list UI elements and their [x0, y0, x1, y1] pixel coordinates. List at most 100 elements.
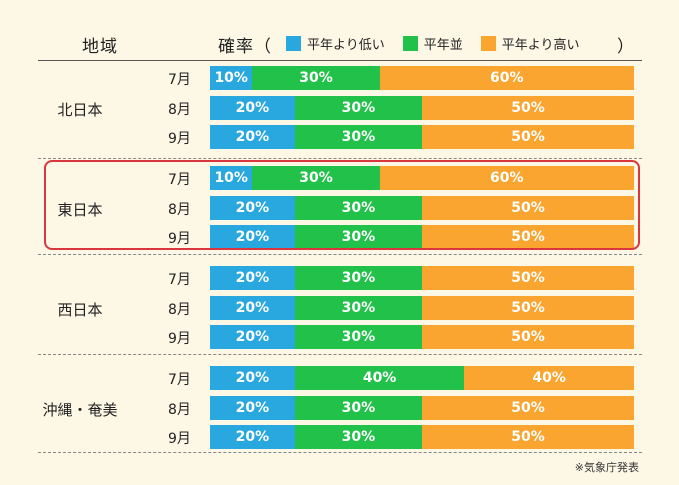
bar-segment-normal: 30% — [294, 295, 422, 320]
bar-segment-normal: 30% — [294, 95, 422, 120]
probability-header-close: ） — [617, 37, 635, 57]
bar-segment-above-normal: 50% — [422, 95, 634, 120]
month-label: 7月 — [168, 272, 191, 288]
bar-value-label: 30% — [299, 70, 333, 86]
highlight-box — [44, 160, 640, 250]
bar-segment-normal: 30% — [294, 125, 422, 149]
month-label: 8月 — [168, 101, 191, 118]
region-label: 西日本 — [57, 300, 103, 319]
bar-segment-above-normal: 50% — [422, 425, 634, 449]
bar-value-label: 60% — [490, 170, 524, 186]
bar-segment-normal: 30% — [294, 425, 422, 449]
bar-value-label: 30% — [341, 229, 376, 245]
bar-value-label: 50% — [511, 299, 545, 316]
legend-item: 平年より高い — [480, 34, 580, 53]
bar-value-label: 50% — [511, 199, 545, 216]
bar-segment-below-normal: 20% — [210, 125, 295, 149]
bar-segment-below-normal: 10% — [210, 66, 253, 90]
group-divider — [38, 158, 642, 159]
month-label: 8月 — [168, 301, 191, 318]
bar-value-label: 50% — [511, 229, 545, 245]
bar-value-label: 20% — [235, 229, 270, 245]
bar-segment-normal: 30% — [252, 66, 380, 90]
bar-value-label: 40% — [532, 370, 566, 386]
bar-segment-below-normal: 20% — [210, 366, 295, 390]
bar-segment-normal: 30% — [252, 166, 380, 190]
month-label: 9月 — [168, 431, 191, 447]
month-label: 7月 — [168, 172, 191, 188]
month-label: 8月 — [168, 201, 191, 218]
month-label: 8月 — [168, 401, 191, 418]
bar-segment-below-normal: 10% — [210, 166, 253, 190]
bar-segment-below-normal: 20% — [210, 325, 295, 349]
group-divider — [38, 452, 642, 453]
bar-segment-below-normal: 20% — [210, 95, 295, 120]
legend-item: 平年並 — [402, 34, 463, 53]
bar-value-label: 30% — [341, 270, 376, 286]
bar-value-label: 60% — [490, 70, 524, 86]
bar-segment-below-normal: 20% — [210, 425, 295, 449]
bar-segment-above-normal: 50% — [422, 295, 634, 320]
region-label: 東日本 — [57, 200, 103, 219]
bar-segment-above-normal: 60% — [379, 66, 634, 90]
group-divider — [38, 354, 642, 355]
bar-value-label: 30% — [341, 399, 376, 416]
bar-segment-below-normal: 20% — [210, 195, 295, 220]
bar-segment-below-normal: 20% — [210, 295, 295, 320]
bar-value-label: 50% — [511, 99, 545, 116]
legend-swatch — [402, 36, 418, 51]
header-divider — [38, 60, 642, 61]
bar-segment-above-normal: 50% — [422, 225, 634, 249]
bar-segment-above-normal: 50% — [422, 266, 634, 290]
bar-value-label: 20% — [235, 370, 270, 386]
bar-value-label: 20% — [235, 399, 270, 416]
legend-item: 平年より低い — [286, 34, 385, 53]
bar-value-label: 10% — [214, 70, 248, 86]
group-divider — [38, 254, 642, 255]
month-label: 9月 — [168, 331, 191, 347]
bar-value-label: 20% — [235, 299, 270, 316]
bar-segment-normal: 30% — [294, 195, 422, 220]
bar-value-label: 30% — [299, 170, 333, 186]
bar-segment-below-normal: 20% — [210, 395, 295, 420]
bar-segment-above-normal: 60% — [379, 166, 634, 190]
bar-value-label: 20% — [235, 329, 270, 345]
legend-swatch — [480, 36, 496, 51]
bar-value-label: 30% — [341, 99, 376, 116]
bar-value-label: 50% — [511, 129, 545, 145]
bar-segment-above-normal: 40% — [464, 366, 634, 390]
source-note: ※気象庁発表 — [574, 461, 639, 474]
bar-value-label: 30% — [341, 299, 376, 316]
month-label: 7月 — [168, 72, 191, 88]
bar-value-label: 20% — [235, 199, 270, 216]
bar-segment-above-normal: 50% — [422, 195, 634, 220]
bar-segment-normal: 30% — [294, 225, 422, 249]
probability-header-label: 確率（ — [218, 37, 272, 57]
legend-label: 平年並 — [423, 38, 463, 53]
bar-value-label: 30% — [341, 429, 376, 445]
bar-segment-above-normal: 50% — [422, 395, 634, 420]
legend-label: 平年より高い — [501, 38, 580, 53]
region-label: 北日本 — [57, 100, 103, 119]
bar-segment-normal: 30% — [294, 325, 422, 349]
month-label: 9月 — [168, 131, 191, 147]
bar-value-label: 50% — [511, 270, 545, 286]
bar-segment-above-normal: 50% — [422, 325, 634, 349]
bar-segment-normal: 40% — [294, 366, 465, 390]
region-label: 沖縄・奄美 — [42, 400, 118, 419]
bar-value-label: 30% — [341, 129, 376, 145]
bar-value-label: 10% — [214, 170, 248, 186]
bar-segment-normal: 30% — [294, 266, 422, 290]
bar-value-label: 30% — [341, 329, 376, 345]
bar-value-label: 20% — [235, 129, 270, 145]
month-label: 9月 — [168, 231, 191, 247]
legend: 平年より低い 平年並 平年より高い — [286, 34, 598, 53]
bar-value-label: 50% — [511, 399, 545, 416]
bar-segment-above-normal: 50% — [422, 125, 634, 149]
bar-value-label: 20% — [235, 429, 270, 445]
bar-value-label: 20% — [235, 99, 270, 116]
bar-segment-normal: 30% — [294, 395, 422, 420]
bar-value-label: 50% — [511, 429, 545, 445]
legend-swatch — [286, 36, 301, 51]
